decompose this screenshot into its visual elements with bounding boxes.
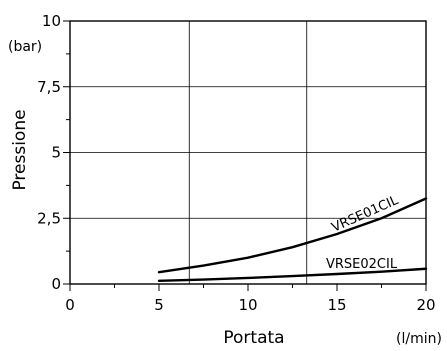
axis-ticks bbox=[63, 20, 427, 291]
x-tick-label: 10 bbox=[238, 296, 257, 314]
series-curves bbox=[157, 197, 428, 283]
y-unit-label: (bar) bbox=[8, 39, 42, 55]
y-tick-label: 7,5 bbox=[37, 78, 61, 96]
x-unit-label: (l/min) bbox=[396, 331, 442, 347]
series-line-vrse01cil bbox=[157, 197, 428, 274]
y-axis-title: Pressione bbox=[10, 109, 30, 190]
tick-labels: 0 2,5 5 7,5 10 0 5 10 15 20 bbox=[37, 12, 435, 314]
x-axis-title: Portata bbox=[223, 328, 284, 348]
series-label-vrse02cil: VRSE02CIL bbox=[326, 257, 398, 272]
series-line-vrse02cil bbox=[157, 267, 428, 283]
y-tick-label: 0 bbox=[51, 275, 61, 293]
x-tick-label: 15 bbox=[327, 296, 346, 314]
y-tick-label: 2,5 bbox=[37, 209, 61, 227]
x-tick-label: 5 bbox=[154, 296, 164, 314]
y-tick-label: 10 bbox=[42, 12, 61, 30]
x-tick-label: 20 bbox=[416, 296, 435, 314]
x-tick-label: 0 bbox=[65, 296, 75, 314]
y-tick-label: 5 bbox=[51, 144, 61, 162]
grid-lines bbox=[70, 21, 426, 284]
